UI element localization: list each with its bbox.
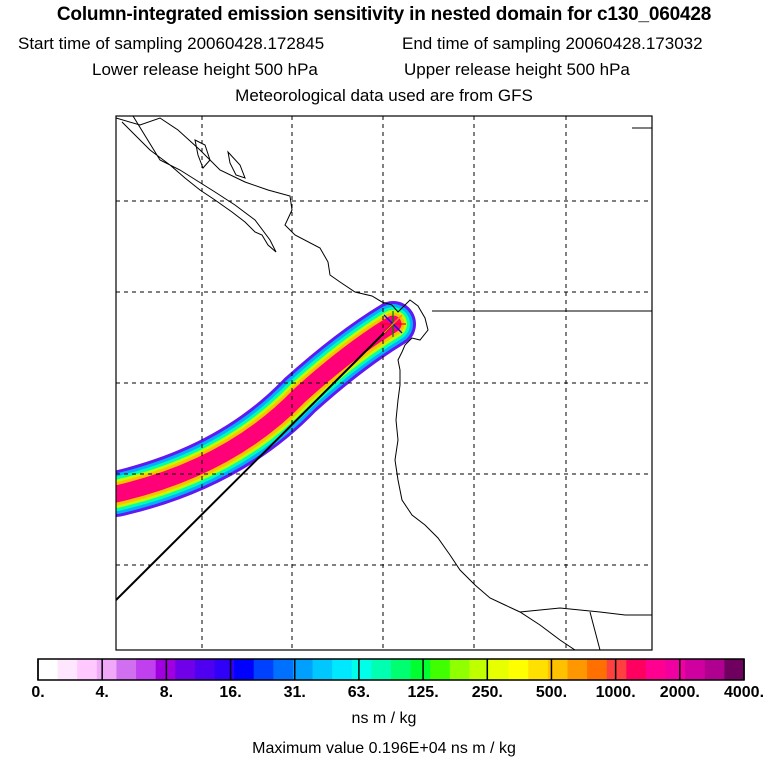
colorbar-cell <box>587 659 608 680</box>
colorbar-cell <box>194 659 216 680</box>
colorbar-cell <box>332 659 353 680</box>
colorbar-tick-label: 0. <box>31 684 45 701</box>
trajectory-line <box>116 323 394 601</box>
release-point-marker <box>380 311 406 337</box>
start-time-label: Start time of sampling 20060428.172845 <box>18 34 325 53</box>
colorbar-tick-label: 250. <box>471 684 503 701</box>
colorbar-cell <box>312 659 333 680</box>
colorbar-tick-label: 31. <box>283 684 306 701</box>
colorbar-cell <box>567 659 588 680</box>
lower-release-height-label: Lower release height 500 hPa <box>92 60 318 79</box>
end-time-label: End time of sampling 20060428.173032 <box>402 34 703 53</box>
colorbar-tick-label: 63. <box>347 684 371 701</box>
colorbar-tick-label: 2000. <box>659 684 700 701</box>
colorbar-cell <box>38 659 59 680</box>
colorbar-cell <box>645 659 667 680</box>
graticule <box>116 116 652 650</box>
colorbar-cell <box>175 659 196 680</box>
colorbar-cell <box>351 659 372 680</box>
colorbar-cell <box>508 659 529 680</box>
colorbar-cell <box>685 659 706 680</box>
colorbar-cell <box>214 659 235 680</box>
colorbar-cell <box>253 659 274 680</box>
colorbar-cell <box>116 659 137 680</box>
colorbar-cell <box>449 659 471 680</box>
colorbar-cell <box>489 659 510 680</box>
map-frame <box>115 115 653 651</box>
colorbar-cell <box>371 659 392 680</box>
colorbar-cell <box>410 659 431 680</box>
colorbar-units-label: ns m / kg <box>351 710 417 727</box>
colorbar-cell <box>57 659 78 680</box>
colorbar-tick-label: 16. <box>219 684 242 701</box>
colorbar-cell <box>704 659 725 680</box>
map-title: Column-integrated emission sensitivity i… <box>56 4 712 25</box>
colorbar-tick-label: 4. <box>95 684 109 701</box>
colorbar-cell <box>469 659 490 680</box>
met-data-label: Meteorological data used are from GFS <box>235 86 533 105</box>
colorbar-cell <box>96 659 118 680</box>
colorbar-tick-label: 8. <box>159 684 174 701</box>
colorbar-cell <box>626 659 647 680</box>
colorbar-cell <box>528 659 549 680</box>
colorbar-cell <box>136 659 157 680</box>
colorbar-cell <box>234 659 255 680</box>
coastlines <box>116 116 652 650</box>
colorbar-tick-label: 4000. <box>723 684 765 701</box>
colorbar-cell <box>292 659 314 680</box>
maximum-value-label: Maximum value 0.196E+04 ns m / kg <box>252 740 516 757</box>
colorbar-cell <box>724 659 745 680</box>
colorbar-cell <box>273 659 294 680</box>
colorbar-tick-label: 125. <box>407 684 439 701</box>
colorbar-cell <box>606 659 627 680</box>
colorbar-cell <box>391 659 412 680</box>
colorbar-cell <box>665 659 686 680</box>
colorbar-tick-label: 1000. <box>595 684 636 701</box>
colorbar-tick-label: 500. <box>535 684 568 701</box>
colorbar-cell <box>77 659 98 680</box>
upper-release-height-label: Upper release height 500 hPa <box>404 60 630 79</box>
colorbar-cell <box>547 659 569 680</box>
sensitivity-plume <box>116 301 416 517</box>
colorbar-cell <box>430 659 451 680</box>
